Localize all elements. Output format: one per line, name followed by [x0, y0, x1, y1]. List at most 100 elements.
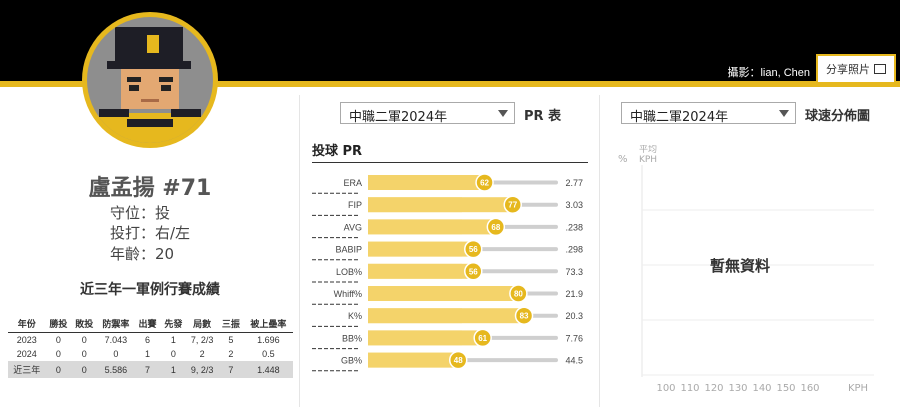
pr-stat-value: .238 [565, 222, 583, 232]
pr-value-label: 61 [478, 334, 487, 343]
pr-category-label: BB% [342, 333, 362, 343]
pr-stat-value: 2.77 [565, 178, 583, 188]
speed-x-tick: 120 [704, 383, 723, 394]
stats-column-header: 先發 [160, 315, 187, 333]
player-name: 盧孟揚 #71 [88, 176, 212, 201]
speed-league-select[interactable]: 中職二軍2024年 [621, 102, 796, 125]
pr-value-dot [503, 195, 523, 214]
photo-credit: 攝影：lian, Chen [727, 67, 810, 79]
share-photo-button[interactable]: 分享照片 [816, 54, 896, 84]
pr-value-dot [514, 306, 534, 325]
stats-cell: 9, 2/3 [186, 361, 218, 378]
pr-title-underline [312, 162, 588, 163]
stats-cell: 1 [160, 361, 187, 378]
stats-cell: 5 [228, 335, 234, 345]
stats-total-row: 近三年 0 0 5.586 7 1 9, 2/3 7 1.448 [8, 361, 293, 378]
pr-value-dot [486, 217, 506, 237]
stats-cell: 2 [199, 349, 205, 359]
stats-column-header: 勝投 [45, 315, 72, 333]
stats-column-header: 被上壘率 [243, 315, 293, 333]
share-photo-label: 分享照片 [826, 64, 870, 76]
stats-cell: 2024 [16, 349, 37, 359]
pr-category-label: GB% [341, 356, 362, 366]
pr-category-label: K% [348, 311, 362, 321]
stats-cell: 0 [55, 335, 61, 345]
pr-bar [368, 175, 485, 190]
stats-cell: 0.5 [262, 349, 275, 359]
pr-panel-label: PR 表 [524, 109, 562, 124]
pr-stat-value: 73.3 [565, 267, 583, 277]
pr-category-label: AVG [344, 222, 362, 232]
pr-category-label: FIP [348, 200, 362, 210]
pr-category-label: Whiff% [334, 289, 362, 299]
pr-value-label: 80 [514, 290, 523, 299]
pr-stat-value: 3.03 [565, 200, 583, 210]
stats-cell: 7.043 [104, 335, 128, 345]
stats-cell: 2023 [16, 335, 37, 345]
stats-cell: 7 [217, 361, 244, 378]
stats-column-header: 出賽 [134, 315, 161, 333]
speed-y-unit: % [618, 154, 628, 165]
stats-column-header: 防禦率 [97, 315, 135, 333]
stats-column-header: 年份 [8, 315, 46, 333]
pr-value-dot [448, 350, 468, 370]
stats-cell: 1 [145, 349, 151, 359]
pr-bar [368, 352, 459, 368]
stats-cell: 0 [81, 335, 87, 345]
pr-bar [368, 241, 474, 257]
pr-value-dot [475, 173, 494, 192]
pr-stat-value: 21.9 [565, 289, 583, 299]
pr-league-select[interactable]: 中職二軍2024年 [340, 102, 515, 125]
pr-value-label: 83 [520, 312, 529, 321]
chevron-down-icon [498, 110, 508, 117]
pr-value-label: 68 [491, 223, 500, 232]
pr-value-label: 56 [469, 245, 478, 254]
pr-value-label: 62 [480, 179, 489, 188]
pr-bar [368, 197, 513, 213]
pr-bar [368, 308, 525, 324]
player-bats-throws: 投打：右/左 [110, 224, 191, 242]
player-pixel-avatar [87, 17, 213, 143]
stats-table: 年份 勝投 敗投 防禦率 出賽 先發 局數 三振 被上壘率 2023 0 0 7.043 6 1 7, 2/… [8, 315, 293, 378]
speed-panel-label: 球速分佈圖 [805, 109, 871, 124]
stats-cell: 0 [71, 361, 98, 378]
stats-cell: 0 [81, 349, 87, 359]
stats-cell: 7 [134, 361, 161, 378]
speed-x-tick: 140 [752, 383, 771, 394]
stats-cell: 0 [45, 361, 72, 378]
pr-value-label: 56 [469, 267, 478, 276]
speed-x-tick: 150 [776, 383, 795, 394]
pr-stat-value: .298 [565, 245, 583, 255]
pr-value-dot [509, 284, 528, 303]
stats-cell: 近三年 [8, 361, 46, 378]
player-age: 年齡：20 [110, 245, 175, 263]
stats-cell: 1 [170, 335, 176, 345]
chevron-down-icon [779, 110, 789, 117]
stats-column-header: 敗投 [71, 315, 98, 333]
image-icon [874, 64, 886, 74]
stats-cell: 7, 2/3 [190, 335, 214, 345]
pr-value-label: 77 [508, 201, 517, 210]
stats-column-header: 三振 [217, 315, 244, 333]
stats-column-header: 局數 [186, 315, 218, 333]
no-data-message: 暫無資料 [709, 257, 770, 275]
pr-stat-value: 7.76 [565, 333, 583, 343]
stats-cell: 0 [170, 349, 176, 359]
stats-cell: 2 [228, 349, 234, 359]
speed-league-select-value: 中職二軍2024年 [630, 110, 729, 125]
pr-value-label: 48 [454, 356, 463, 365]
stats-cell: 5.586 [97, 361, 135, 378]
pr-chart: ERA 62 2.77 FIP 77 3.03 AVG 68 .238 BABIP 56 .298 LO… [312, 173, 583, 372]
pr-bar [368, 219, 496, 235]
pr-value-dot [464, 262, 483, 281]
pr-bar [368, 263, 474, 279]
speed-x-unit: KPH [848, 383, 868, 394]
stats-section-title: 近三年一軍例行賽成績 [80, 282, 220, 298]
gold-accent-line [0, 81, 900, 87]
player-position: 守位：投 [110, 204, 171, 222]
stats-cell: 1.696 [257, 335, 280, 345]
pr-value-dot [473, 328, 492, 348]
stats-cell: 0 [113, 349, 119, 359]
pr-stat-value: 44.5 [565, 356, 583, 366]
